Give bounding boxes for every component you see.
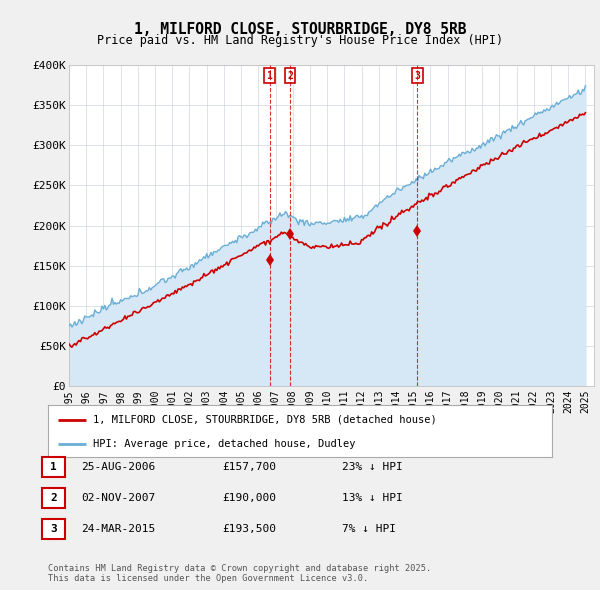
Text: 13% ↓ HPI: 13% ↓ HPI <box>342 493 403 503</box>
Text: 7% ↓ HPI: 7% ↓ HPI <box>342 524 396 533</box>
Text: Contains HM Land Registry data © Crown copyright and database right 2025.
This d: Contains HM Land Registry data © Crown c… <box>48 563 431 583</box>
Text: 24-MAR-2015: 24-MAR-2015 <box>81 524 155 533</box>
Text: 1, MILFORD CLOSE, STOURBRIDGE, DY8 5RB: 1, MILFORD CLOSE, STOURBRIDGE, DY8 5RB <box>134 22 466 37</box>
Text: HPI: Average price, detached house, Dudley: HPI: Average price, detached house, Dudl… <box>94 440 356 449</box>
Text: £193,500: £193,500 <box>222 524 276 533</box>
Text: 02-NOV-2007: 02-NOV-2007 <box>81 493 155 503</box>
Text: 1: 1 <box>50 463 57 472</box>
Text: 3: 3 <box>414 71 420 80</box>
Text: 2: 2 <box>50 493 57 503</box>
Text: 25-AUG-2006: 25-AUG-2006 <box>81 463 155 472</box>
Text: £157,700: £157,700 <box>222 463 276 472</box>
Text: 23% ↓ HPI: 23% ↓ HPI <box>342 463 403 472</box>
Text: Price paid vs. HM Land Registry's House Price Index (HPI): Price paid vs. HM Land Registry's House … <box>97 34 503 47</box>
Text: 3: 3 <box>50 524 57 533</box>
Text: 2: 2 <box>287 71 293 80</box>
Text: £190,000: £190,000 <box>222 493 276 503</box>
Text: 1: 1 <box>266 71 272 80</box>
Text: 1, MILFORD CLOSE, STOURBRIDGE, DY8 5RB (detached house): 1, MILFORD CLOSE, STOURBRIDGE, DY8 5RB (… <box>94 415 437 425</box>
